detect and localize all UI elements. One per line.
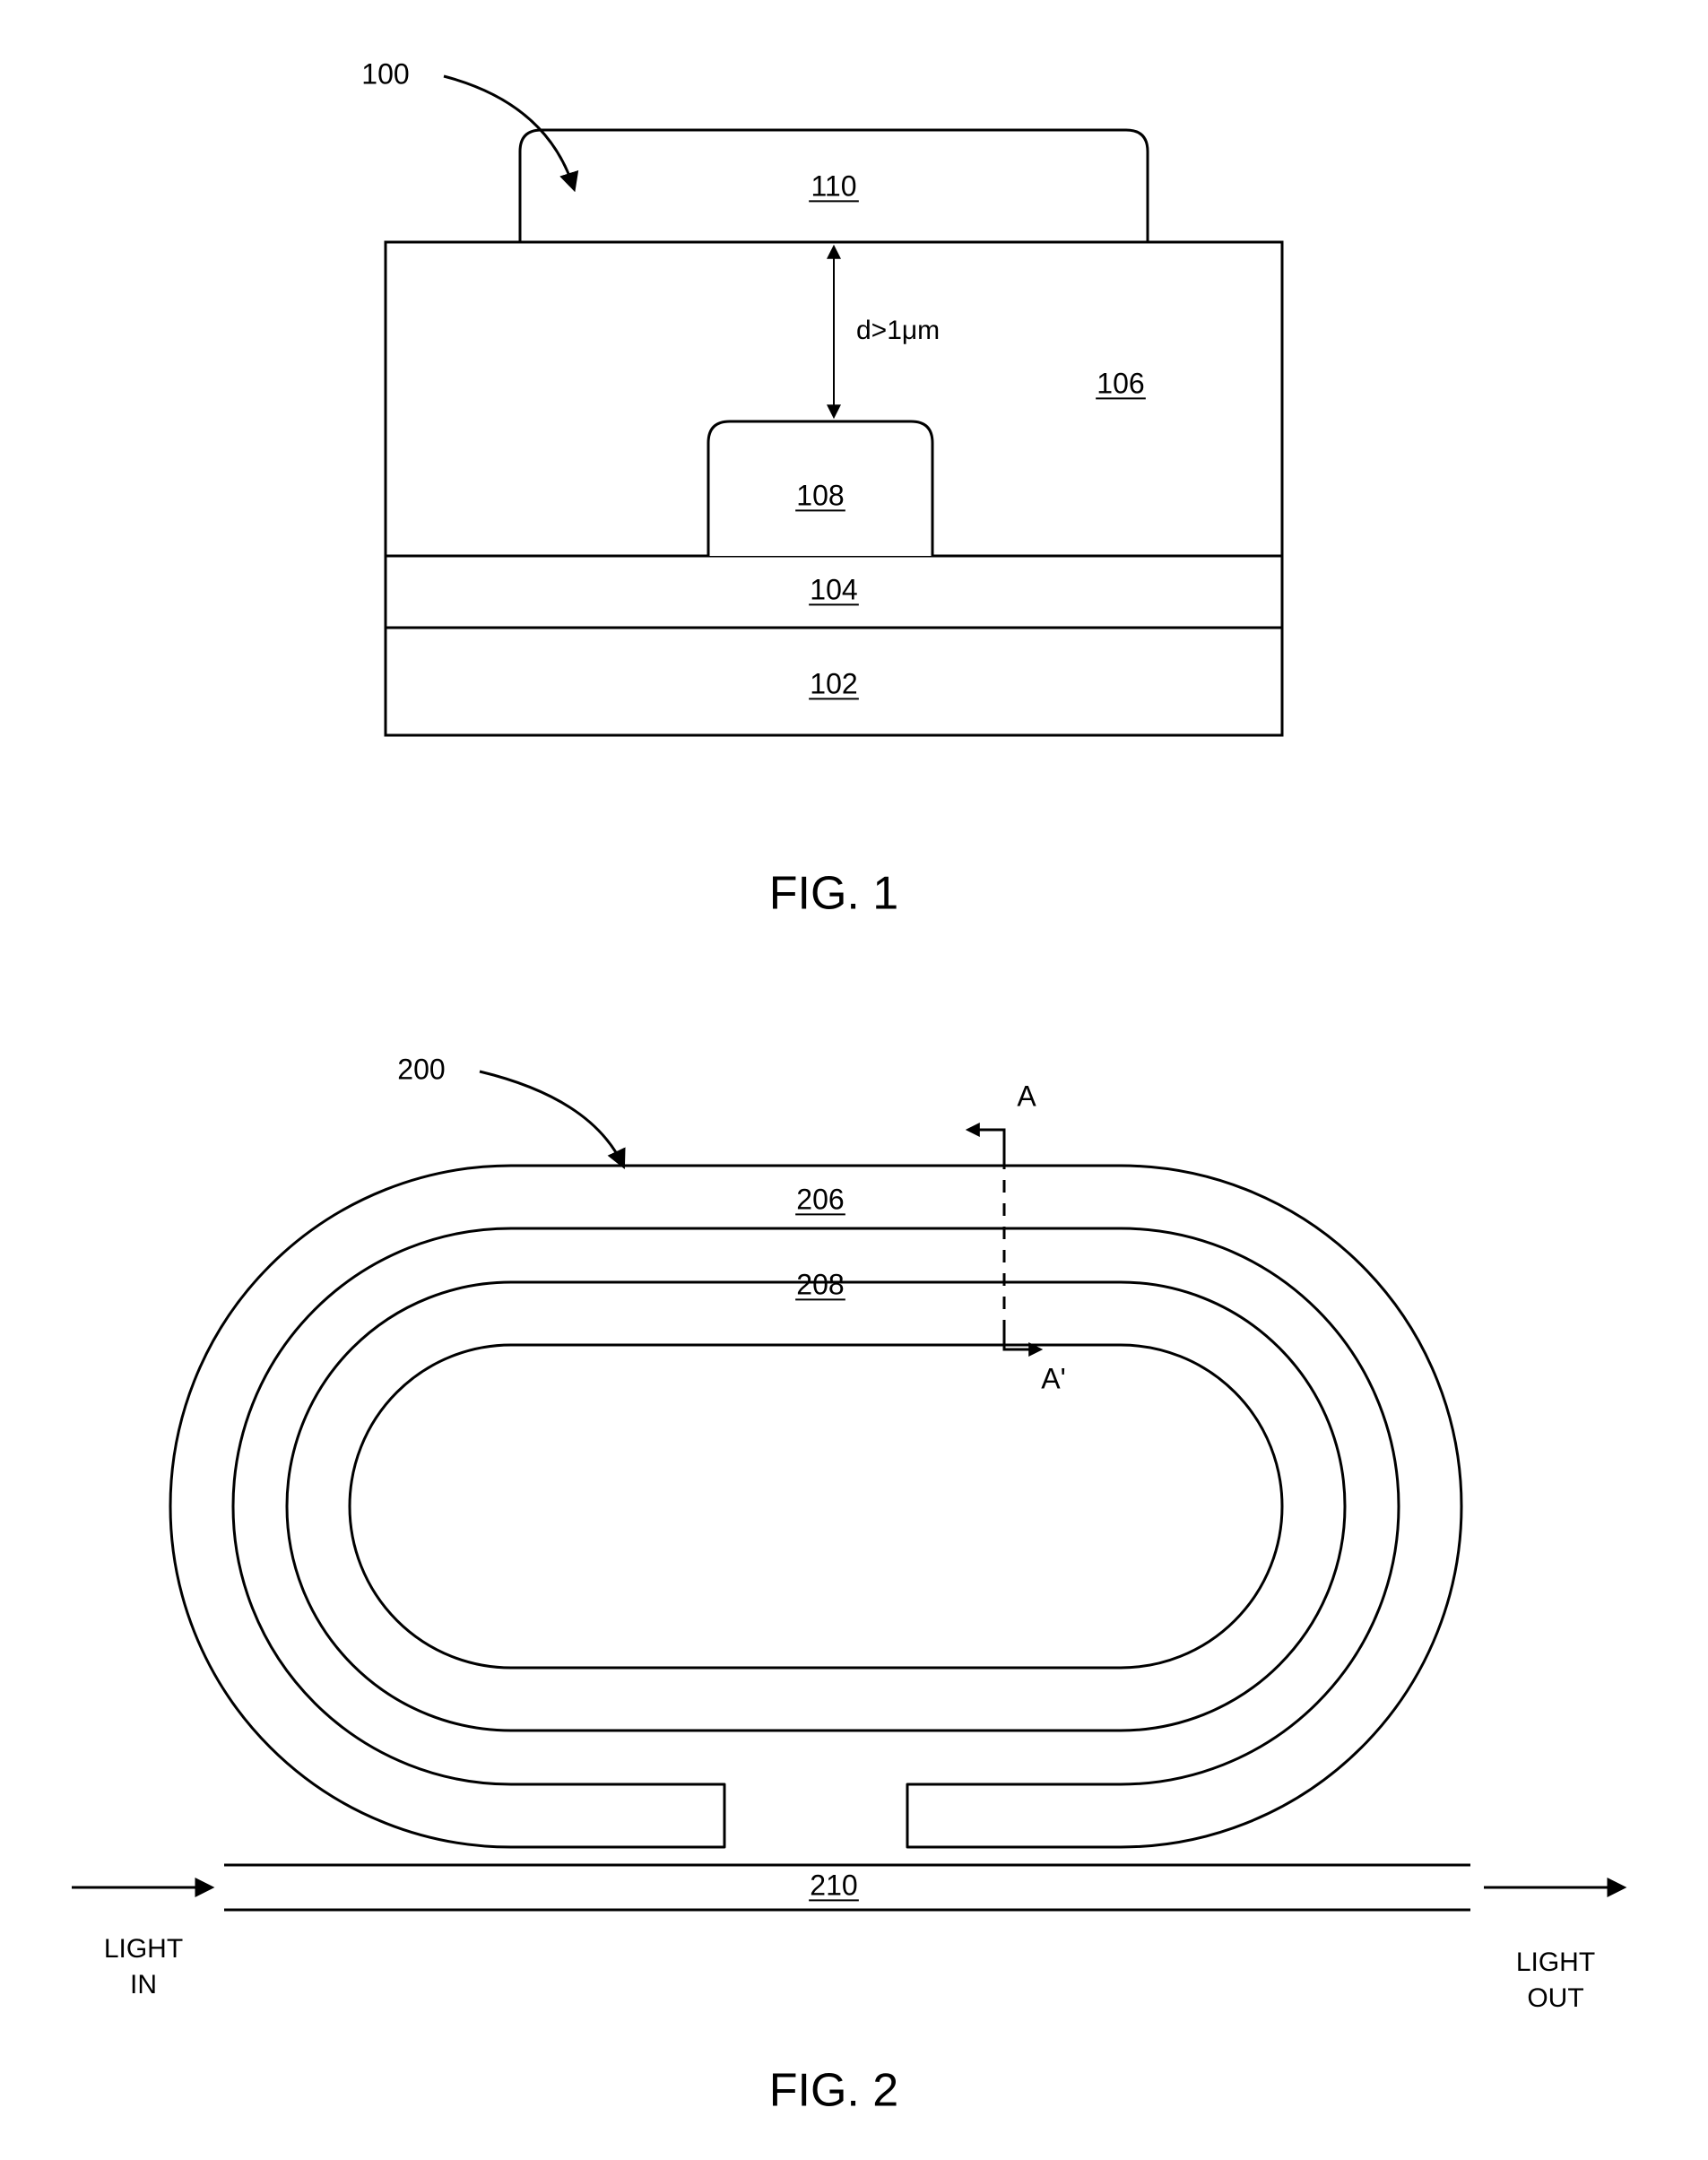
section-arrow-top bbox=[968, 1130, 1004, 1157]
section-label-a: A bbox=[1017, 1080, 1036, 1112]
figure-2-caption: FIG. 2 bbox=[769, 2065, 898, 2117]
figure-2 bbox=[72, 1071, 1623, 1910]
figure-1-caption: FIG. 1 bbox=[769, 868, 898, 920]
pointer-100-arrow bbox=[444, 76, 574, 188]
label-106: 106 bbox=[1097, 367, 1144, 399]
light-in-label-1: LIGHT bbox=[104, 1934, 183, 1964]
pointer-200-label: 200 bbox=[397, 1053, 445, 1085]
technical-diagram: d>1μm 110 108 106 104 102 100 FIG. 1 206 208 A A' 21… bbox=[0, 0, 1708, 2160]
light-out-label-2: OUT bbox=[1527, 1983, 1583, 2013]
dimension-label: d>1μm bbox=[856, 316, 940, 345]
label-208: 208 bbox=[796, 1268, 844, 1300]
ring-208-outer bbox=[287, 1282, 1345, 1731]
label-110: 110 bbox=[811, 169, 856, 202]
light-in-label-2: IN bbox=[130, 1970, 157, 2000]
ring-208-inner bbox=[350, 1345, 1282, 1668]
label-102: 102 bbox=[810, 667, 857, 699]
pointer-200-arrow bbox=[480, 1071, 623, 1166]
label-210: 210 bbox=[810, 1869, 857, 1901]
label-206: 206 bbox=[796, 1183, 844, 1215]
pointer-100-label: 100 bbox=[361, 57, 409, 90]
light-out-label-1: LIGHT bbox=[1516, 1947, 1595, 1977]
label-108: 108 bbox=[796, 479, 844, 511]
label-104: 104 bbox=[810, 573, 857, 605]
section-label-a-prime: A' bbox=[1041, 1362, 1065, 1394]
